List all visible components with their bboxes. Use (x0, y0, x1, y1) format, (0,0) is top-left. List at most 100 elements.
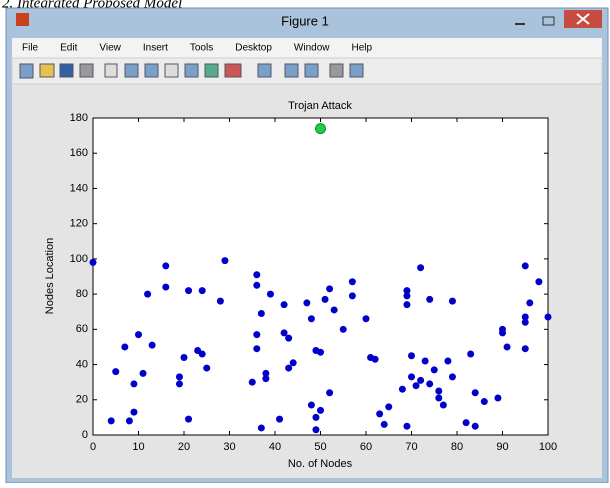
scatter-point (312, 413, 320, 421)
scatter-point (312, 426, 320, 434)
scatter-point (107, 417, 115, 425)
scatter-point (426, 380, 434, 388)
x-tick-label: 0 (90, 441, 96, 453)
scatter-point (439, 401, 447, 409)
scatter-point (317, 348, 324, 356)
scatter-point (248, 378, 256, 386)
scatter-point (221, 257, 229, 265)
scatter-point (280, 329, 288, 337)
scatter-point (180, 354, 188, 362)
y-tick-label: 140 (70, 182, 88, 194)
scatter-point (280, 301, 288, 309)
scatter-point (130, 380, 138, 388)
y-tick-label: 160 (70, 147, 88, 159)
scatter-point (216, 297, 224, 305)
scatter-point (162, 262, 170, 270)
scatter-point (448, 297, 456, 305)
scatter-point (435, 387, 443, 395)
scatter-point (330, 306, 338, 314)
scatter-point (289, 359, 297, 367)
chart-title: Trojan Attack (288, 100, 352, 112)
scatter-point (139, 369, 147, 377)
menu-bar (12, 38, 602, 58)
scatter-point (198, 350, 206, 358)
scatter-point (148, 341, 156, 349)
menu-item[interactable]: Tools (190, 43, 213, 54)
scatter-point (321, 295, 329, 303)
scatter-point (380, 420, 388, 428)
scatter-point (521, 313, 529, 321)
scatter-point (315, 123, 326, 135)
scatter-point (339, 325, 347, 333)
scatter-point (521, 262, 529, 270)
scatter-point (348, 292, 356, 300)
caption: 2. Integrated Proposed Model (2, 0, 182, 11)
scatter-point (503, 343, 511, 351)
scatter-point (371, 355, 379, 363)
x-tick-label: 90 (496, 441, 508, 453)
scatter-point (435, 394, 443, 402)
scatter-point (121, 343, 129, 351)
menu-item[interactable]: Edit (60, 43, 77, 54)
scatter-point (253, 331, 261, 339)
x-axis-label: No. of Nodes (288, 458, 353, 470)
x-tick-label: 10 (132, 441, 144, 453)
menu-item[interactable]: Desktop (235, 43, 272, 54)
y-tick-label: 40 (76, 358, 88, 370)
toolbar-icons[interactable] (19, 63, 364, 79)
scatter-point (185, 287, 193, 295)
menu-item[interactable]: Window (294, 43, 330, 54)
scatter-point (480, 398, 488, 406)
x-tick-label: 20 (178, 441, 190, 453)
scatter-point (430, 366, 438, 374)
scatter-point (398, 385, 406, 393)
scatter-point (408, 373, 415, 381)
menu-item[interactable]: Help (352, 43, 373, 54)
scatter-point (494, 394, 502, 402)
scatter-point (262, 375, 270, 383)
scatter-point (471, 389, 479, 397)
menu-item[interactable]: View (99, 43, 121, 54)
scatter-point (130, 408, 138, 416)
scatter-point (403, 301, 411, 309)
scatter-point (408, 352, 415, 360)
scatter-point (462, 419, 470, 427)
scatter-point (257, 424, 265, 432)
menu-item[interactable]: Insert (143, 43, 168, 54)
x-tick-label: 80 (451, 441, 463, 453)
scatter-point (385, 403, 393, 411)
plot-area (92, 117, 549, 436)
scatter-point (307, 401, 315, 409)
scatter-point (521, 345, 529, 353)
scatter-point (376, 410, 384, 418)
x-tick-label: 40 (269, 441, 281, 453)
scatter-point (112, 368, 120, 376)
scatter-point (448, 373, 456, 381)
scatter-point (403, 422, 411, 430)
scatter-point (317, 406, 324, 414)
scatter-point (257, 309, 265, 317)
scatter-point (467, 350, 475, 358)
x-tick-label: 50 (314, 441, 326, 453)
scatter-point (348, 278, 356, 286)
scatter-point (175, 373, 183, 381)
window-title: Figure 1 (281, 13, 329, 28)
y-tick-label: 60 (76, 323, 88, 335)
scatter-point (253, 345, 261, 353)
scatter-point (535, 278, 543, 286)
y-tick-label: 100 (70, 253, 88, 265)
scatter-point (276, 415, 284, 423)
scatter-point (135, 331, 142, 339)
scatter-point (198, 287, 206, 295)
y-tick-label: 20 (76, 394, 88, 406)
menu-item[interactable]: File (22, 43, 39, 54)
scatter-point (444, 357, 452, 365)
scatter-point (471, 422, 479, 430)
scatter-point (417, 264, 425, 272)
scatter-point (362, 315, 370, 323)
scatter-point (307, 315, 315, 323)
x-tick-label: 60 (360, 441, 372, 453)
scatter-point (412, 382, 420, 390)
x-tick-label: 100 (539, 441, 557, 453)
